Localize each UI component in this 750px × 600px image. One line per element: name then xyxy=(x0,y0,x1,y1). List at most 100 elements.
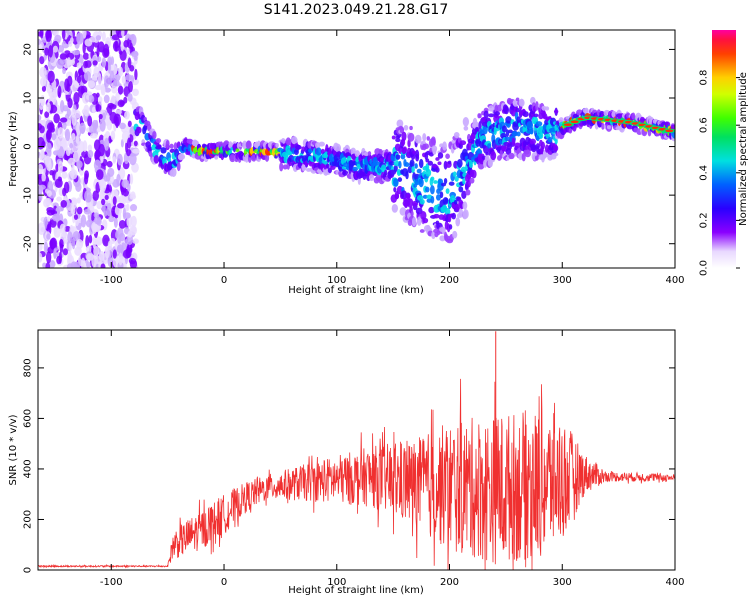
spectrogram-cell xyxy=(405,193,411,199)
spectrogram-cell xyxy=(435,157,440,161)
spectrogram-cell xyxy=(533,113,539,118)
spectrogram-noise-cell xyxy=(96,200,103,210)
spectrogram-x-tick-label: 300 xyxy=(553,275,572,286)
spectrogram-noise-cell xyxy=(121,30,125,38)
spectrogram-noise-cell xyxy=(49,169,55,176)
spectrogram-cell xyxy=(529,138,536,145)
colorbar-tick-label: 0.2 xyxy=(699,212,710,228)
spectrogram-cell xyxy=(291,136,298,145)
spectrogram-cell xyxy=(403,124,409,131)
spectrogram-cell xyxy=(354,150,360,158)
spectrogram-noise-cell xyxy=(112,156,117,164)
spectrogram-cell xyxy=(488,113,495,118)
spectrogram-cell xyxy=(411,166,415,174)
spectrogram-noise-cell xyxy=(95,35,102,41)
spectrogram-cell xyxy=(153,154,160,164)
spectrogram-cell xyxy=(409,159,415,168)
spectrogram-cell xyxy=(508,152,515,160)
spectrogram-cell xyxy=(531,145,537,151)
spectrogram-noise-cell xyxy=(57,126,64,139)
spectrogram-noise-cell xyxy=(71,132,76,141)
spectrogram-noise-cell xyxy=(43,241,48,254)
spectrogram-cell xyxy=(515,107,520,113)
spectrogram-noise-cell xyxy=(104,246,110,259)
spectrogram-cell xyxy=(427,160,434,166)
spectrogram-cell xyxy=(512,99,519,107)
spectrogram-noise-cell xyxy=(117,202,125,209)
spectrogram-noise-cell xyxy=(38,252,43,263)
spectrogram-noise-cell xyxy=(89,133,98,139)
spectrogram-cell xyxy=(416,168,422,174)
colorbar: 0.0 0.2 0.4 0.6 0.8 Normalized spectral ampl… xyxy=(699,30,749,276)
spectrogram-cell xyxy=(471,169,477,179)
spectrogram-noise-cell xyxy=(120,40,125,52)
spectrogram-cell xyxy=(515,97,520,102)
spectrogram-noise-cell xyxy=(83,60,88,69)
spectrogram-cell xyxy=(412,150,416,155)
spectrogram-cell xyxy=(538,132,544,139)
spectrogram-noise-cell xyxy=(106,184,110,191)
spectrogram-cell xyxy=(453,131,460,139)
spectrogram-noise-cell xyxy=(119,49,127,61)
snr-panel: -100 0 100 200 300 400 0 200 400 600 800 Height o… xyxy=(8,329,685,596)
spectrogram-noise-cell xyxy=(121,179,130,189)
spectrogram-noise-cell xyxy=(69,142,74,149)
spectrogram-cell xyxy=(411,217,417,227)
spectrogram-noise-cell xyxy=(70,169,78,180)
spectrogram-cell xyxy=(422,217,429,224)
spectrogram-noise-cell xyxy=(97,73,102,87)
spectrogram-cell xyxy=(516,131,521,137)
spectrogram-cell xyxy=(544,106,550,111)
spectrogram-noise-cell xyxy=(88,234,93,244)
spectrogram-noise-cell xyxy=(93,139,101,151)
spectrogram-noise-cell xyxy=(83,208,91,215)
spectrogram-noise-cell xyxy=(49,104,58,114)
spectrogram-noise-cell xyxy=(93,246,100,257)
spectrogram-noise-cell xyxy=(39,56,45,65)
spectrogram-noise-cell xyxy=(118,66,124,77)
spectrogram-cell xyxy=(428,152,434,157)
spectrogram-noise-cell xyxy=(93,159,102,171)
spectrogram-cell xyxy=(396,119,404,128)
snr-series xyxy=(38,331,675,570)
snr-y-tick-label: 400 xyxy=(23,459,34,478)
spectrogram-noise-cell xyxy=(59,99,65,113)
snr-x-tick-label: 100 xyxy=(327,577,346,588)
spectrogram-noise-cell xyxy=(82,52,90,60)
spectrogram-cell xyxy=(551,152,559,157)
spectrogram-frame xyxy=(37,29,676,269)
spectrogram-cell xyxy=(395,138,401,143)
spectrogram-cell xyxy=(452,230,458,239)
spectrogram-noise-cell xyxy=(110,95,116,105)
spectrogram-noise-cell xyxy=(38,38,42,46)
spectrogram-noise-cell xyxy=(117,85,124,95)
spectrogram-noise-cell xyxy=(44,155,52,166)
spectrogram-cell xyxy=(419,198,425,205)
spectrogram-noise-cell xyxy=(119,122,126,130)
spectrogram-noise-cell xyxy=(130,191,136,199)
spectrogram-cell xyxy=(415,153,420,162)
spectrogram-noise-cell xyxy=(47,70,55,84)
spectrogram-noise-cell xyxy=(62,139,68,151)
spectrogram-noise-cell xyxy=(70,79,79,93)
spectrogram-noise-cell xyxy=(39,66,47,78)
spectrogram-cell xyxy=(554,145,559,152)
spectrogram-noise-cell xyxy=(62,248,68,256)
spectrogram-cell xyxy=(448,181,455,186)
spectrogram-noise-cell xyxy=(38,184,46,190)
spectrogram-noise-cell xyxy=(79,122,86,134)
spectrogram-cell xyxy=(178,153,186,160)
spectrogram-noise-cell xyxy=(97,41,105,53)
spectrogram-noise-cell xyxy=(64,128,71,142)
spectrogram-noise-cell xyxy=(68,240,72,252)
spectrogram-noise-cell xyxy=(102,112,106,121)
spectrogram-cell xyxy=(279,162,284,172)
spectrogram-cell xyxy=(430,195,435,204)
spectrogram-noise-cell xyxy=(52,45,59,53)
spectrogram-noise-cell xyxy=(123,40,130,48)
spectrogram-noise-cell xyxy=(85,235,90,248)
spectrogram-noise-cell xyxy=(48,45,53,58)
spectrogram-noise-cell xyxy=(72,230,81,242)
spectrogram-noise-cell xyxy=(86,253,95,261)
